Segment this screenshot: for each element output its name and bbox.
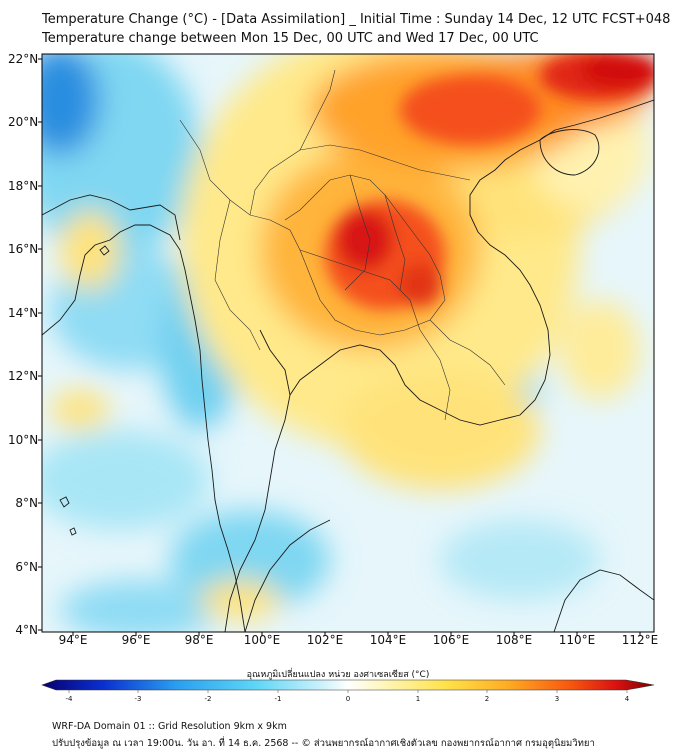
admin-boundaries [179, 69, 506, 421]
lat-label-16n: 16°N [8, 242, 39, 256]
lat-label-22n: 22°N [8, 52, 39, 66]
lat-label-20n: 20°N [8, 115, 39, 129]
colorbar-ticks [68, 690, 628, 693]
map-title: Temperature Change (°C) - [Data Assimila… [42, 12, 671, 27]
colorbar-tick-label: 1 [415, 695, 421, 703]
map-subtitle: Temperature change between Mon 15 Dec, 0… [42, 31, 539, 46]
footer-update-credit: ปรับปรุงข้อมูล ณ เวลา 19:00น. วัน อา. ที… [52, 738, 595, 749]
lon-label-112e: 112°E [621, 633, 659, 647]
lat-label-10n: 10°N [8, 433, 39, 447]
colorbar-tick-label: -3 [134, 695, 142, 703]
lon-label-100e: 100°E [243, 633, 281, 647]
colorbar-tick-label: 4 [624, 695, 630, 703]
lon-label-110e: 110°E [558, 633, 596, 647]
temperature-field [42, 54, 654, 632]
colorbar-tick-label: -4 [65, 695, 73, 703]
footer-model-info: WRF-DA Domain 01 :: Grid Resolution 9km … [52, 721, 287, 732]
lon-label-102e: 102°E [306, 633, 344, 647]
colorbar-tick-label: -1 [274, 695, 282, 703]
lon-label-94e: 94°E [58, 633, 88, 647]
lon-label-96e: 96°E [121, 633, 151, 647]
coastlines [42, 99, 654, 632]
lon-label-108e: 108°E [495, 633, 533, 647]
lat-label-8n: 8°N [15, 496, 38, 510]
lat-label-14n: 14°N [8, 306, 39, 320]
lat-label-6n: 6°N [15, 560, 38, 574]
colorbar-tick-label: 0 [345, 695, 351, 703]
axis-ticks [38, 58, 641, 636]
lon-label-104e: 104°E [369, 633, 407, 647]
colorbar-tick-label: 2 [484, 695, 490, 703]
colorbar [41, 679, 655, 691]
colorbar-tick-label: -2 [204, 695, 212, 703]
colorbar-tick-label: 3 [554, 695, 560, 703]
lon-label-106e: 106°E [432, 633, 470, 647]
colorbar-title: อุณหภูมิเปลี่ยนแปลง หน่วย องศาเซลเซียส (… [246, 670, 430, 680]
lat-label-18n: 18°N [8, 179, 39, 193]
lon-label-98e: 98°E [184, 633, 214, 647]
lat-label-4n: 4°N [15, 623, 38, 637]
map-frame [41, 53, 655, 633]
lat-label-12n: 12°N [8, 369, 39, 383]
